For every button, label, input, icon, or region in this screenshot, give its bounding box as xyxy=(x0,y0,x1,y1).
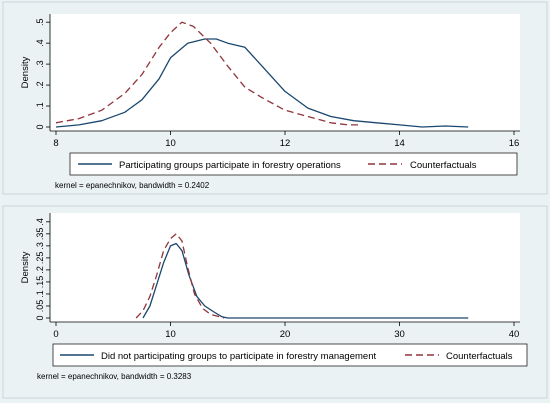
y-tick-label: .3 xyxy=(35,60,45,68)
density-panel-2: 0 .05 .1.15 .2.25 .3.35 .4 Density 0 10 20 30 40 Di… xyxy=(2,205,548,399)
y-tick-label: 0 xyxy=(35,315,45,320)
y-axis-title: Density xyxy=(20,251,31,283)
legend-label-series-2: Counterfactuals xyxy=(446,351,513,362)
axes: 0 .1 .2 .3 .4 .5 Density 8 10 12 14 16 xyxy=(20,14,520,149)
x-tick-label: 12 xyxy=(280,138,291,149)
y-tick-label: .1 xyxy=(35,290,45,298)
legend-label-series-1: Did not participating groups to particip… xyxy=(101,351,376,362)
y-tick-label: .05 xyxy=(35,300,45,313)
y-tick-label: .35 xyxy=(35,228,45,241)
legend-label-series-1: Participating groups participate in fore… xyxy=(119,160,341,171)
legend-label-series-2: Counterfactuals xyxy=(410,160,477,171)
x-tick-label: 40 xyxy=(509,329,520,340)
y-tick-label: .2 xyxy=(35,81,45,89)
y-tick-label: .25 xyxy=(35,252,45,265)
legend: Did not participating groups to particip… xyxy=(52,343,528,367)
series-line-1 xyxy=(55,38,469,128)
x-tick-label: 30 xyxy=(394,329,405,340)
x-tick-label: 10 xyxy=(165,329,176,340)
y-tick-label: .2 xyxy=(35,266,45,274)
y-tick-label: .3 xyxy=(35,242,45,250)
y-tick-label: .1 xyxy=(35,102,45,110)
plot-area xyxy=(50,213,520,322)
y-tick-label: .5 xyxy=(35,18,45,26)
legend: Participating groups participate in fore… xyxy=(69,152,518,176)
series-line-1 xyxy=(142,242,469,319)
legend-box xyxy=(69,152,518,176)
legend-box xyxy=(52,343,528,367)
series-line-2 xyxy=(55,21,360,126)
kernel-note: kernel = epanechnikov, bandwidth = 0.240… xyxy=(55,181,210,190)
x-tick-label: 14 xyxy=(394,138,405,149)
density-curves xyxy=(135,233,469,319)
x-tick-label: 20 xyxy=(280,329,291,340)
series-line-2 xyxy=(135,233,225,319)
y-tick-label: .15 xyxy=(35,276,45,289)
x-tick-label: 8 xyxy=(53,138,58,149)
y-tick-label: .4 xyxy=(35,39,45,47)
kernel-note: kernel = epanechnikov, bandwidth = 0.328… xyxy=(37,372,192,381)
x-tick-label: 16 xyxy=(509,138,520,149)
y-axis-title: Density xyxy=(20,56,31,88)
x-tick-label: 0 xyxy=(53,329,58,340)
axes: 0 .05 .1.15 .2.25 .3.35 .4 Density 0 10 20 30 40 xyxy=(20,213,520,340)
density-curves xyxy=(55,21,469,128)
plot-area xyxy=(50,14,520,131)
x-tick-label: 10 xyxy=(165,138,176,149)
y-tick-label: 0 xyxy=(35,124,45,129)
density-panel-1: 0 .1 .2 .3 .4 .5 Density 8 10 12 14 16 Participatin… xyxy=(2,1,548,195)
y-tick-label: .4 xyxy=(35,218,45,226)
